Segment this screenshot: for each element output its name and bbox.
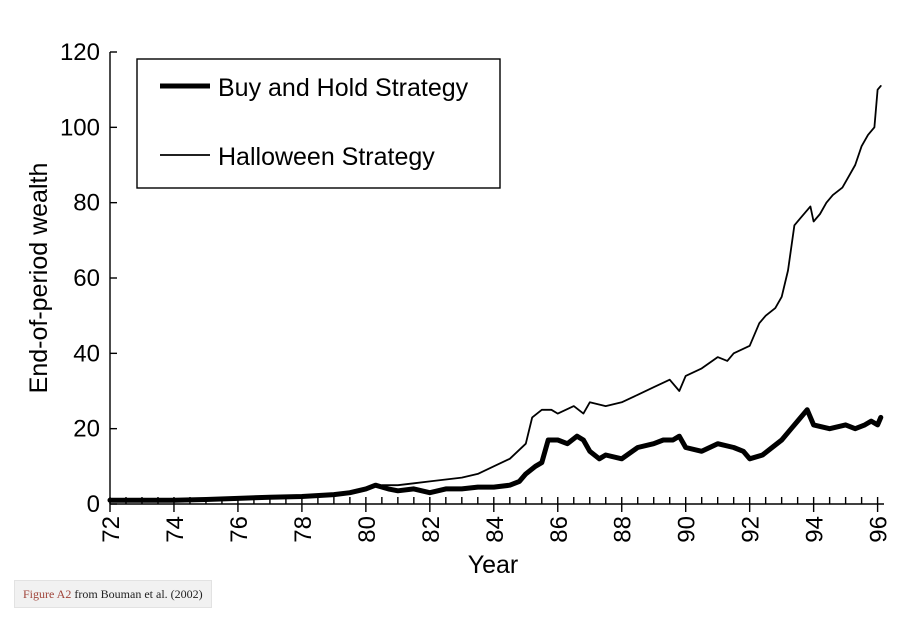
x-tick-label: 90 (674, 516, 701, 543)
y-axis-title: End-of-period wealth (25, 163, 53, 394)
x-tick-label: 76 (226, 516, 253, 543)
x-tick-label: 78 (290, 516, 317, 543)
y-tick-label: 120 (60, 39, 100, 66)
legend-label-buy-and-hold: Buy and Hold Strategy (218, 74, 469, 102)
series-line-buy-and-hold-strategy (107, 407, 884, 503)
y-tick-label: 20 (73, 416, 100, 443)
legend: Buy and Hold Strategy Halloween Strategy (136, 58, 501, 189)
x-tick-label: 82 (418, 516, 445, 543)
x-tick-label: 92 (738, 516, 765, 543)
figure-caption: Figure A2 from Bouman et al. (2002) (14, 580, 212, 608)
figure-ref-link[interactable]: Figure A2 (23, 587, 72, 601)
x-tick-label: 88 (610, 516, 637, 543)
y-tick-label: 0 (87, 491, 100, 518)
y-ticks: 0 20 40 60 80 100 120 (60, 39, 117, 518)
x-tick-label: 94 (802, 516, 829, 543)
y-tick-label: 60 (73, 265, 100, 292)
legend-box (136, 58, 501, 189)
x-tick-label: 86 (546, 516, 573, 543)
x-tick-label: 84 (482, 516, 509, 543)
x-axis-title: Year (468, 551, 519, 579)
y-tick-label: 100 (60, 114, 100, 141)
legend-label-halloween: Halloween Strategy (218, 143, 435, 171)
series-layer (107, 85, 884, 503)
x-tick-label: 74 (162, 516, 189, 543)
x-tick-label: 72 (98, 516, 125, 543)
y-tick-label: 80 (73, 190, 100, 217)
x-ticks: 72 74 76 78 80 82 84 86 88 90 92 94 96 (98, 497, 893, 543)
y-tick-label: 40 (73, 340, 100, 367)
x-tick-label: 80 (354, 516, 381, 543)
caption-source: from Bouman et al. (2002) (71, 587, 203, 601)
x-tick-label: 96 (866, 516, 893, 543)
